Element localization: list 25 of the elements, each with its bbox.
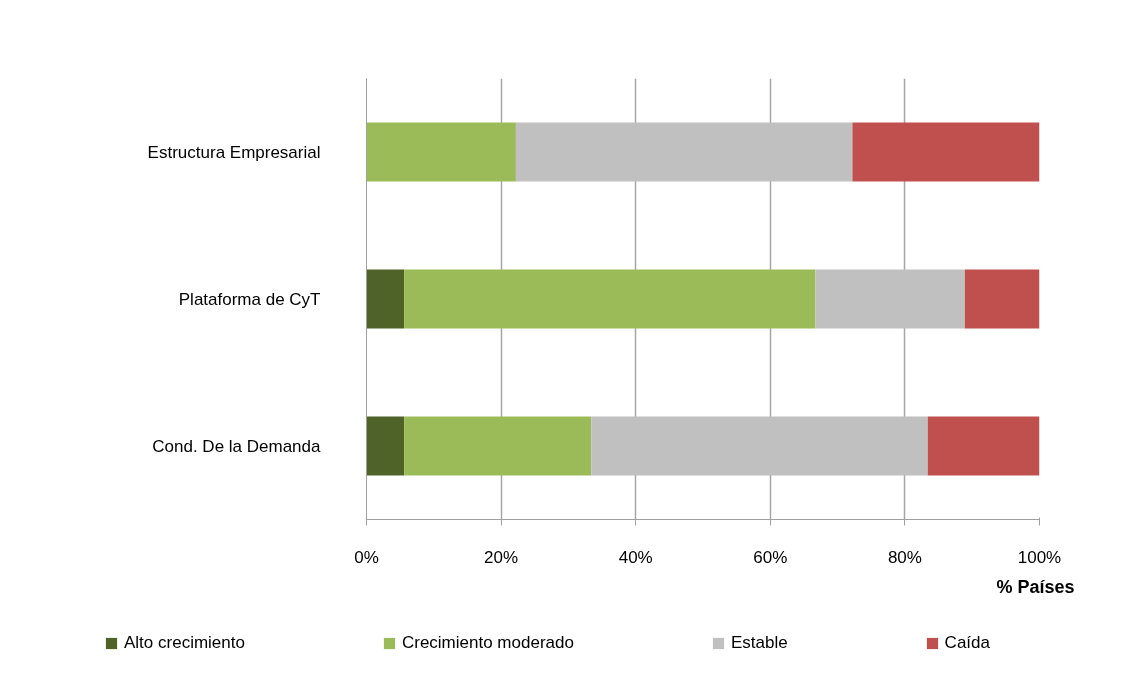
legend-label: Caída xyxy=(944,633,990,653)
x-tick-label: 100% xyxy=(1017,547,1062,567)
y-tick-label: Estructura Empresarial xyxy=(147,142,321,162)
bar xyxy=(366,416,405,476)
bar xyxy=(927,416,1040,476)
bar xyxy=(404,416,592,476)
legend-label: Crecimiento moderado xyxy=(401,633,574,653)
x-tick-label: 0% xyxy=(354,547,379,567)
x-tick-label: 80% xyxy=(887,547,922,567)
bar xyxy=(815,269,965,329)
x-tick-label: 60% xyxy=(753,547,788,567)
x-tick-label: 20% xyxy=(484,547,519,567)
x-tick-label: 40% xyxy=(618,547,653,567)
bar xyxy=(366,122,516,182)
bar xyxy=(591,416,928,476)
bar xyxy=(366,269,405,329)
x-axis-title: % Países xyxy=(996,576,1075,597)
bar xyxy=(964,269,1040,329)
y-tick-label: Plataforma de CyT xyxy=(178,289,321,309)
bar xyxy=(404,269,816,329)
bar xyxy=(852,122,1040,182)
legend-label: Estable xyxy=(730,633,788,653)
bar xyxy=(515,122,853,182)
legend-label: Alto crecimiento xyxy=(124,633,245,653)
y-tick-label: Cond. De la Demanda xyxy=(152,436,322,456)
